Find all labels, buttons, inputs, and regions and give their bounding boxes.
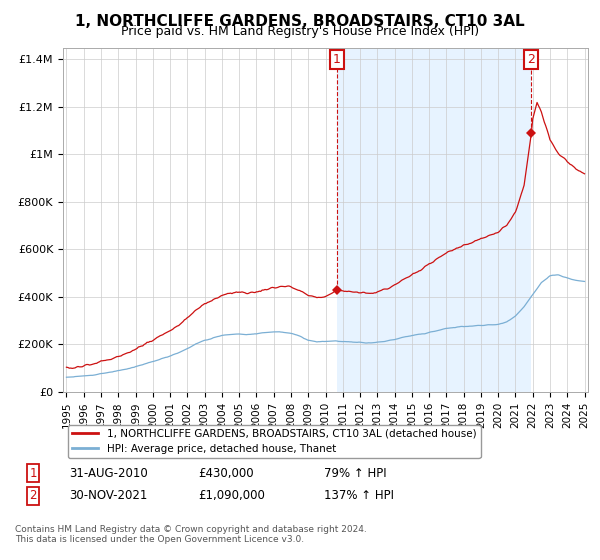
Text: 2: 2 — [527, 53, 535, 66]
Text: 2: 2 — [29, 489, 37, 502]
Text: 31-AUG-2010: 31-AUG-2010 — [69, 466, 148, 480]
Text: Price paid vs. HM Land Registry's House Price Index (HPI): Price paid vs. HM Land Registry's House … — [121, 25, 479, 38]
Text: 137% ↑ HPI: 137% ↑ HPI — [324, 489, 394, 502]
Text: 1, NORTHCLIFFE GARDENS, BROADSTAIRS, CT10 3AL: 1, NORTHCLIFFE GARDENS, BROADSTAIRS, CT1… — [75, 14, 525, 29]
Text: £430,000: £430,000 — [198, 466, 254, 480]
Bar — [337, 48, 532, 392]
Text: Contains HM Land Registry data © Crown copyright and database right 2024.: Contains HM Land Registry data © Crown c… — [15, 525, 367, 534]
Text: This data is licensed under the Open Government Licence v3.0.: This data is licensed under the Open Gov… — [15, 535, 304, 544]
Text: 1: 1 — [333, 53, 341, 66]
Text: 30-NOV-2021: 30-NOV-2021 — [69, 489, 148, 502]
Text: £1,090,000: £1,090,000 — [198, 489, 265, 502]
Text: 1: 1 — [29, 466, 37, 480]
Legend: 1, NORTHCLIFFE GARDENS, BROADSTAIRS, CT10 3AL (detached house), HPI: Average pri: 1, NORTHCLIFFE GARDENS, BROADSTAIRS, CT1… — [68, 425, 481, 458]
Text: 79% ↑ HPI: 79% ↑ HPI — [324, 466, 386, 480]
